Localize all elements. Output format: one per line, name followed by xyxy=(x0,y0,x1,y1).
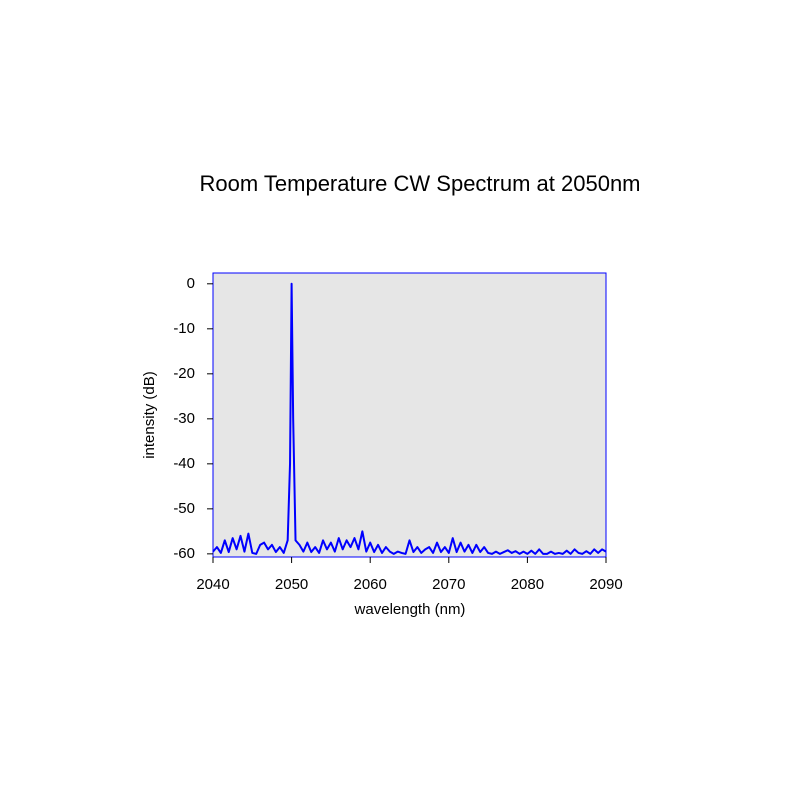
y-tick-label: -60 xyxy=(173,545,195,562)
x-tick-label: 2090 xyxy=(589,576,622,593)
y-tick-label: -10 xyxy=(173,320,195,337)
y-tick-label: -30 xyxy=(173,410,195,427)
x-axis-label: wavelength (nm) xyxy=(354,601,466,618)
x-tick-label: 2070 xyxy=(432,576,465,593)
chart-title: Room Temperature CW Spectrum at 2050nm xyxy=(200,171,641,196)
x-tick-label: 2050 xyxy=(275,576,308,593)
x-tick-label: 2080 xyxy=(511,576,544,593)
x-tick-label: 2040 xyxy=(196,576,229,593)
y-tick-label: 0 xyxy=(187,275,195,292)
y-tick-label: -50 xyxy=(173,500,195,517)
spectrum-line xyxy=(212,282,607,555)
x-tick-label: 2060 xyxy=(354,576,387,593)
y-axis-label: intensity (dB) xyxy=(141,371,158,459)
y-tick-label: -20 xyxy=(173,365,195,382)
y-tick-label: -40 xyxy=(173,455,195,472)
plot-area xyxy=(212,272,607,558)
